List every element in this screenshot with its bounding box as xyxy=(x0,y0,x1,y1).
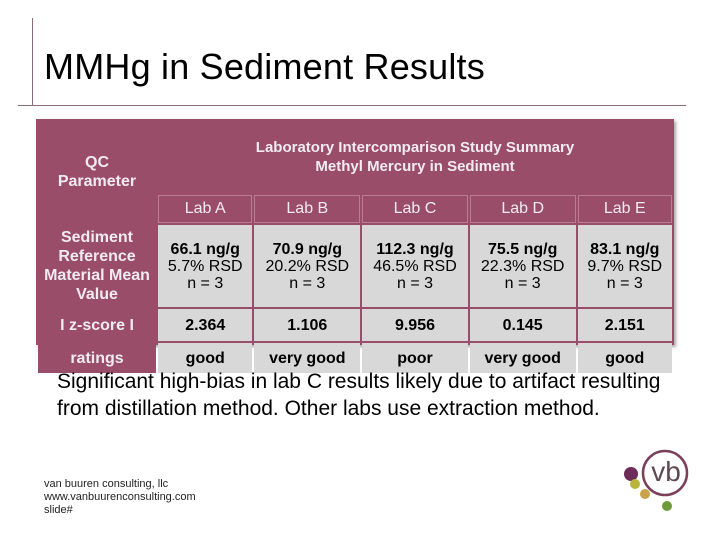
lab-header: Lab E xyxy=(577,195,672,223)
logo-dot-tan xyxy=(640,489,650,499)
mean-value-row-label-text: Sediment Reference Material Mean Value xyxy=(44,229,150,303)
footer-company: van buuren consulting, llc xyxy=(44,478,169,490)
logo-dot-yellow xyxy=(630,479,640,489)
zscore-cell: 9.956 xyxy=(362,309,468,341)
slide-body-text: Significant high-bias in lab C results l… xyxy=(57,370,661,420)
mean-value: 83.1 ng/g xyxy=(590,240,660,258)
mean-value: 70.9 ng/g xyxy=(272,240,342,258)
summary-title-line2: Methyl Mercury in Sediment xyxy=(315,158,515,175)
rsd-value: 46.5% RSD xyxy=(373,257,457,275)
sample-count: n = 3 xyxy=(187,274,224,292)
summary-title-line1: Laboratory Intercomparison Study Summary xyxy=(255,139,575,156)
logo-dot-purple xyxy=(624,467,638,481)
mean-value: 112.3 ng/g xyxy=(376,240,454,258)
title-horizontal-rule xyxy=(18,105,686,106)
mean-value-cell: 75.5 ng/g 22.3% RSD n = 3 xyxy=(469,225,576,307)
rsd-value: 5.7% RSD xyxy=(167,257,243,275)
lab-header: Lab B xyxy=(254,195,361,223)
logo-text: vb xyxy=(651,456,681,487)
rating-cell: poor xyxy=(362,343,468,373)
rating-cell: good xyxy=(158,343,253,373)
ratings-row: ratings good very good poor very good go… xyxy=(38,343,672,373)
mean-value-row: Sediment Reference Material Mean Value 6… xyxy=(38,225,672,307)
mean-value-cell: 83.1 ng/g 9.7% RSD n = 3 xyxy=(577,225,672,307)
zscore-row: I z-score I 2.364 1.106 9.956 0.145 2.15… xyxy=(38,309,672,341)
sample-count: n = 3 xyxy=(396,274,433,292)
mean-value-cell: 70.9 ng/g 20.2% RSD n = 3 xyxy=(254,225,361,307)
summary-title-cell: Laboratory Intercomparison Study Summary… xyxy=(158,121,672,193)
lab-header: Lab C xyxy=(362,195,468,223)
mean-value-cell: 112.3 ng/g 46.5% RSD n = 3 xyxy=(362,225,468,307)
ratings-row-label: ratings xyxy=(38,343,156,373)
footer-website: www.vanbuurenconsulting.com xyxy=(44,491,196,503)
sample-count: n = 3 xyxy=(504,274,541,292)
qc-parameter-header-text: QC Parameter xyxy=(57,154,137,190)
slide-title: MMHg in Sediment Results xyxy=(44,46,485,87)
rating-cell: very good xyxy=(254,343,361,373)
title-vertical-rule xyxy=(32,18,33,106)
logo-dot-green xyxy=(662,501,672,511)
mean-value-row-label: Sediment Reference Material Mean Value xyxy=(38,225,156,307)
zscore-cell: 2.364 xyxy=(158,309,253,341)
table-header-row: QC Parameter Laboratory Intercomparison … xyxy=(38,121,672,223)
zscore-cell: 1.106 xyxy=(254,309,361,341)
rating-cell: good xyxy=(577,343,672,373)
rating-cell: very good xyxy=(469,343,576,373)
results-table-container: QC Parameter Laboratory Intercomparison … xyxy=(36,119,674,373)
rsd-value: 20.2% RSD xyxy=(265,257,350,275)
lab-header-row: Lab A Lab B Lab C Lab D Lab E xyxy=(38,195,672,223)
slide-footer: van buuren consulting, llc www.vanbuuren… xyxy=(44,478,196,517)
rsd-value: 22.3% RSD xyxy=(480,257,565,275)
lab-header: Lab D xyxy=(469,195,576,223)
sample-count: n = 3 xyxy=(606,274,643,292)
sample-count: n = 3 xyxy=(289,274,326,292)
mean-value: 66.1 ng/g xyxy=(170,240,240,258)
mean-value: 75.5 ng/g xyxy=(487,240,558,258)
mean-value-cell: 66.1 ng/g 5.7% RSD n = 3 xyxy=(158,225,253,307)
lab-header: Lab A xyxy=(158,195,253,223)
logo-ring xyxy=(641,449,689,497)
zscore-row-label: I z-score I xyxy=(38,309,156,341)
footer-slide-number: slide# xyxy=(44,504,73,516)
company-logo: vb xyxy=(624,449,689,511)
qc-parameter-header: QC Parameter xyxy=(38,121,156,223)
zscore-cell: 0.145 xyxy=(469,309,576,341)
rsd-value: 9.7% RSD xyxy=(587,257,663,275)
results-table: QC Parameter Laboratory Intercomparison … xyxy=(36,119,674,375)
zscore-cell: 2.151 xyxy=(577,309,672,341)
